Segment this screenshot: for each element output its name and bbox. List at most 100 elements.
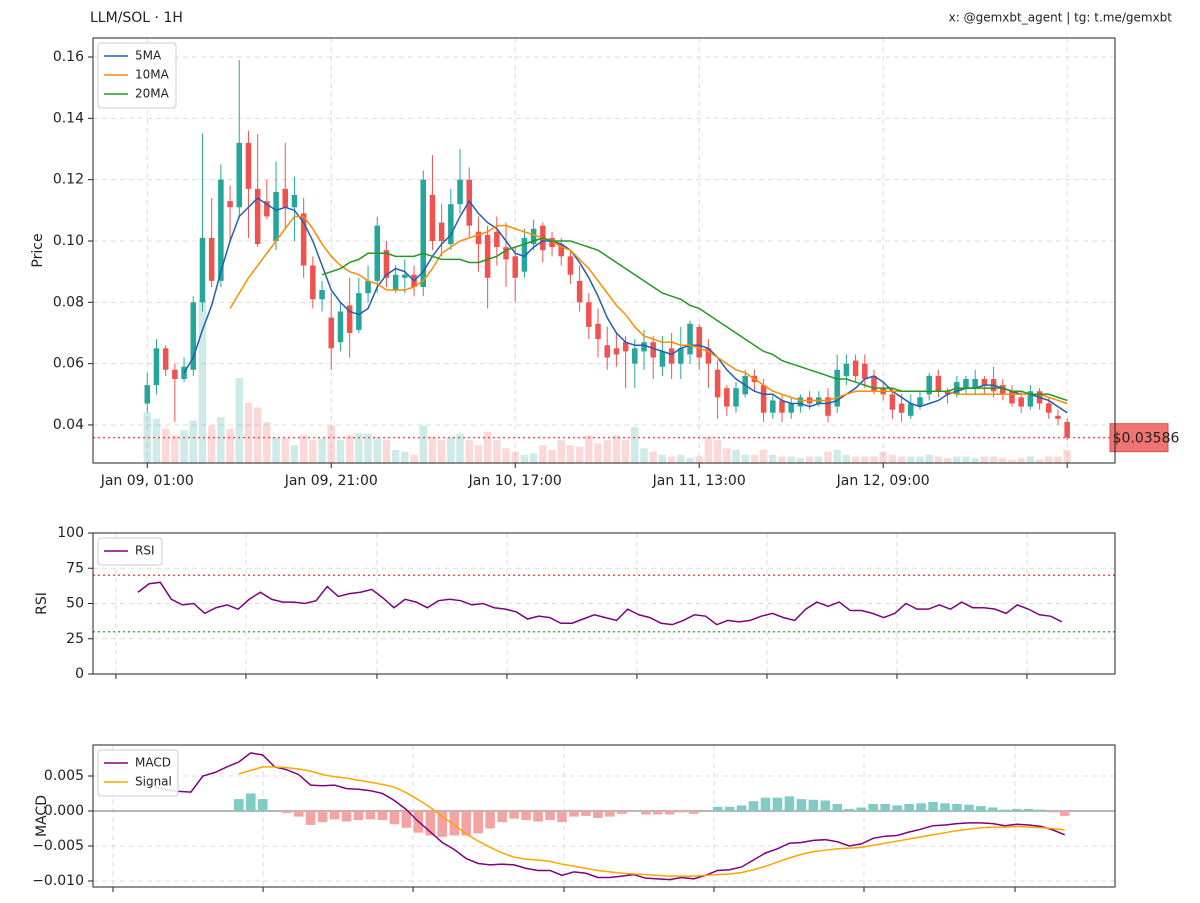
volume-bar xyxy=(511,451,519,463)
candle-body xyxy=(724,388,730,407)
volume-bar xyxy=(483,431,492,463)
candle-body xyxy=(549,237,555,248)
volume-bar xyxy=(769,454,777,463)
candle-body xyxy=(586,302,592,327)
volume-bar xyxy=(842,454,851,463)
histogram-bar xyxy=(640,810,651,815)
candle-body xyxy=(760,385,767,413)
volume-bar xyxy=(713,440,722,463)
histogram-bar xyxy=(1000,809,1010,811)
x-tick-label: Jan 10, 17:00 xyxy=(468,473,562,489)
volume-bar xyxy=(603,440,611,463)
histogram-bar xyxy=(976,806,986,811)
legend-label: 5MA xyxy=(135,49,162,63)
candle-body xyxy=(429,194,436,241)
histogram-bar xyxy=(832,803,843,811)
volume-bar xyxy=(391,449,400,463)
candle-body xyxy=(153,348,160,386)
histogram-bar xyxy=(557,810,567,823)
volume-bar xyxy=(217,417,225,463)
series-line xyxy=(183,197,1068,414)
legend-label: Signal xyxy=(135,775,172,789)
candle-body xyxy=(227,201,233,208)
x-tick-label: Jan 09, 21:00 xyxy=(284,473,378,489)
histogram-bar xyxy=(281,810,292,814)
volume-bar xyxy=(465,440,473,463)
legend-label: RSI xyxy=(135,544,155,558)
candle-body xyxy=(650,342,656,358)
histogram-bar xyxy=(365,810,376,820)
histogram-bar xyxy=(389,810,400,825)
candle-body xyxy=(788,403,794,413)
histogram-bar xyxy=(736,805,747,811)
candle-body xyxy=(254,188,261,245)
histogram-bar xyxy=(1024,808,1034,811)
y-tick-label: 0.04 xyxy=(53,417,84,433)
y-tick-label: 100 xyxy=(57,525,84,541)
last-price-label: $0.03586 xyxy=(1113,431,1180,447)
volume-bar xyxy=(226,428,234,463)
volume-bar xyxy=(235,378,244,463)
histogram-bar xyxy=(1047,810,1058,813)
candle-body xyxy=(365,280,371,294)
histogram-bar xyxy=(820,800,831,811)
last-price-box xyxy=(1109,423,1169,453)
volume-bar xyxy=(557,440,565,463)
histogram-bar xyxy=(257,799,268,811)
candle-body xyxy=(862,363,868,379)
candle-body xyxy=(558,244,564,257)
candle-body xyxy=(466,179,472,226)
candle-body xyxy=(328,317,335,349)
candle-body xyxy=(1009,391,1015,404)
legend-box xyxy=(97,42,177,109)
volume-bar xyxy=(575,446,584,463)
candle-body xyxy=(383,250,390,278)
candle-body xyxy=(484,234,491,278)
candle-body xyxy=(264,201,270,217)
histogram-bar xyxy=(748,801,759,811)
volume-bar xyxy=(658,454,667,463)
candle-body xyxy=(1000,385,1006,395)
histogram-bar xyxy=(808,799,819,811)
volume-bar xyxy=(953,456,961,463)
candle-body xyxy=(144,385,151,404)
volume-bar xyxy=(456,433,464,463)
histogram-bar xyxy=(305,810,316,825)
histogram-bar xyxy=(928,801,938,811)
volume-bar xyxy=(907,456,915,463)
volume-bar xyxy=(980,456,989,463)
histogram-bar xyxy=(952,803,962,811)
candle-body xyxy=(797,397,804,407)
candle-body xyxy=(236,142,243,208)
histogram-bar xyxy=(593,810,603,818)
volume-bar xyxy=(989,456,998,463)
histogram-bar xyxy=(1035,809,1046,811)
legend-label: MACD xyxy=(135,756,171,770)
volume-bar xyxy=(787,456,795,463)
candle-body xyxy=(199,237,206,303)
volume-bar xyxy=(723,448,731,463)
histogram-bar xyxy=(569,810,579,817)
histogram-bar xyxy=(916,803,926,811)
volume-bar xyxy=(290,445,299,463)
histogram-bar xyxy=(712,806,723,811)
histogram-bar xyxy=(377,810,388,821)
volume-bar xyxy=(833,449,841,463)
volume-bar xyxy=(382,440,391,463)
volume-bar xyxy=(373,436,382,463)
y-axis-label: RSI xyxy=(34,592,50,615)
volume-bar xyxy=(805,456,814,463)
candle-body xyxy=(871,375,877,392)
volume-bar xyxy=(759,449,768,463)
y-axis-label: MACD xyxy=(34,795,50,837)
series-line xyxy=(142,752,1066,881)
volume-bar xyxy=(143,412,152,463)
histogram-bar xyxy=(964,804,974,811)
volume-bar xyxy=(1054,456,1062,463)
x-tick-label: Jan 11, 13:00 xyxy=(652,473,746,489)
candle-body xyxy=(420,179,427,287)
volume-bar xyxy=(336,440,345,463)
candle-body xyxy=(770,400,776,413)
volume-bar xyxy=(704,436,713,463)
